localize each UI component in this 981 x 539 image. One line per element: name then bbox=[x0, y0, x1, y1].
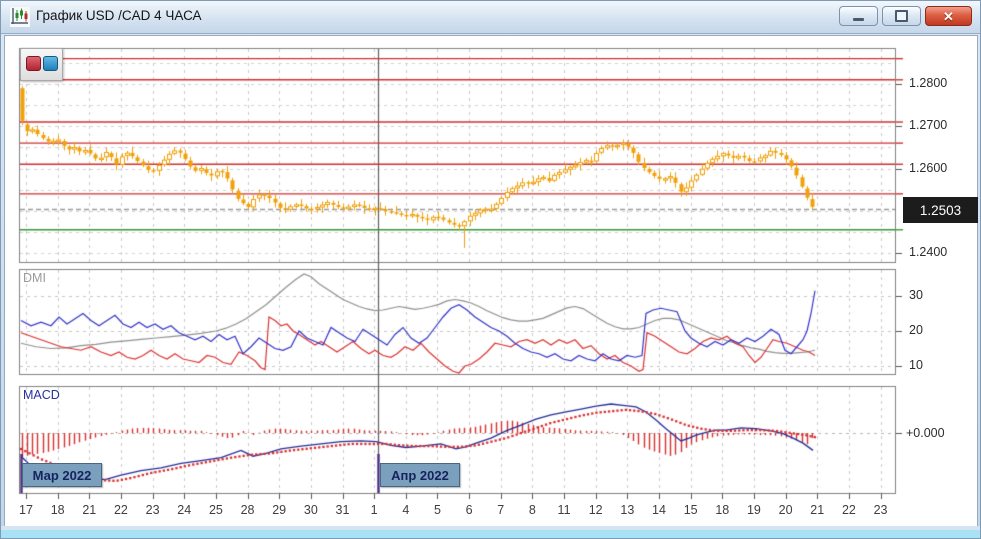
time-axis-label: 21 bbox=[810, 503, 825, 517]
time-axis-label: 5 bbox=[433, 503, 441, 517]
time-axis-label: 22 bbox=[113, 503, 128, 517]
time-axis-label: 28 bbox=[240, 503, 255, 517]
time-axis-label: 14 bbox=[652, 503, 666, 517]
time-axis-label: 20 bbox=[778, 503, 793, 517]
window-bottom-frame bbox=[1, 526, 980, 530]
window-bottom-edge bbox=[1, 530, 980, 538]
time-axis-label: 23 bbox=[145, 503, 160, 517]
time-axis-label: 18 bbox=[50, 503, 65, 517]
time-axis-label: 29 bbox=[272, 503, 287, 517]
time-axis-label: 11 bbox=[557, 503, 571, 517]
time-axis-label: 1 bbox=[370, 503, 378, 517]
price-axis-label: 1.2600 bbox=[909, 160, 948, 175]
blue-square-button[interactable] bbox=[43, 56, 58, 71]
current-price-tag: 1.2503 bbox=[903, 197, 978, 223]
dmi-axis-label: 30 bbox=[909, 288, 923, 302]
time-axis-label: 23 bbox=[873, 503, 888, 517]
macd-panel-label: MACD bbox=[23, 388, 60, 402]
month-marker-april: Апр 2022 bbox=[380, 463, 460, 487]
time-axis-label: 22 bbox=[841, 503, 856, 517]
time-axis-label: 30 bbox=[303, 503, 318, 517]
time-axis-label: 13 bbox=[620, 503, 635, 517]
time-axis-label: 19 bbox=[746, 503, 761, 517]
chart-toolbar bbox=[20, 48, 63, 81]
time-axis-label: 31 bbox=[335, 503, 350, 517]
price-axis-label: 1.2700 bbox=[909, 118, 948, 133]
price-axis-label: 1.2800 bbox=[909, 76, 948, 90]
price-axis-label: 1.2400 bbox=[909, 245, 948, 259]
dmi-panel-label: DMI bbox=[23, 271, 46, 285]
time-axis-label: 6 bbox=[465, 503, 473, 517]
time-axis-label: 21 bbox=[82, 503, 97, 517]
time-axis-label: 24 bbox=[177, 503, 192, 517]
time-axis-label: 15 bbox=[683, 503, 698, 517]
month-marker-march: Мар 2022 bbox=[22, 463, 102, 487]
time-axis-label: 4 bbox=[402, 503, 410, 517]
time-axis-label: 25 bbox=[208, 503, 223, 517]
dmi-axis-label: 20 bbox=[909, 323, 923, 337]
red-square-button[interactable] bbox=[26, 56, 41, 71]
time-axis-label: 8 bbox=[528, 503, 536, 517]
time-axis-label: 18 bbox=[715, 503, 730, 517]
time-axis-label: 7 bbox=[497, 503, 505, 517]
dmi-axis-label: 10 bbox=[909, 358, 923, 372]
macd-zero-axis-label: +0.000 bbox=[906, 426, 945, 440]
time-axis-label: 12 bbox=[588, 503, 603, 517]
time-axis-label: 17 bbox=[19, 503, 33, 517]
